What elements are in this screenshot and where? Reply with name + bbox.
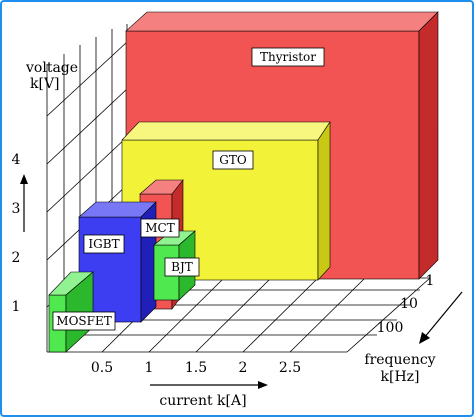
label-mct-text: MCT bbox=[145, 221, 174, 235]
label-bjt: BJT bbox=[164, 257, 200, 277]
label-mosfet: MOSFET bbox=[52, 311, 116, 331]
x-tick-2-5: 2.5 bbox=[279, 360, 301, 376]
z-axis-label-line1: frequency bbox=[364, 352, 435, 368]
y-tick-1: 1 bbox=[12, 299, 21, 315]
label-bjt-text: BJT bbox=[171, 260, 193, 274]
label-mct: MCT bbox=[140, 218, 180, 238]
z-tick-10: 10 bbox=[400, 296, 418, 312]
x-axis-arrowhead bbox=[258, 381, 268, 389]
label-thyristor: Thyristor bbox=[251, 47, 325, 67]
x-tick-0-5: 0.5 bbox=[91, 360, 113, 376]
y-axis-label-line1: voltage bbox=[25, 60, 78, 76]
y-tick-2: 2 bbox=[12, 250, 21, 266]
z-axis-label-line2: k[Hz] bbox=[381, 369, 420, 385]
z-axis-arrow bbox=[423, 291, 463, 339]
label-igbt-text: IGBT bbox=[88, 237, 119, 251]
z-tick-100: 100 bbox=[377, 320, 404, 336]
z-tick-1: 1 bbox=[426, 273, 435, 289]
x-tick-1: 1 bbox=[145, 360, 154, 376]
y-tick-3: 3 bbox=[12, 201, 21, 217]
y-axis-label-line2: k[V] bbox=[30, 76, 60, 92]
z-axis-arrowhead bbox=[419, 332, 430, 344]
label-mosfet-text: MOSFET bbox=[56, 314, 111, 328]
label-thyristor-text: Thyristor bbox=[260, 50, 316, 64]
x-tick-1-5: 1.5 bbox=[185, 360, 207, 376]
label-gto: GTO bbox=[212, 150, 254, 170]
label-igbt: IGBT bbox=[83, 234, 125, 254]
y-axis-arrowhead bbox=[20, 174, 28, 184]
y-tick-4: 4 bbox=[12, 152, 21, 168]
x-tick-2: 2 bbox=[239, 360, 248, 376]
x-axis-label: current k[A] bbox=[159, 393, 246, 409]
label-gto-text: GTO bbox=[219, 153, 247, 167]
